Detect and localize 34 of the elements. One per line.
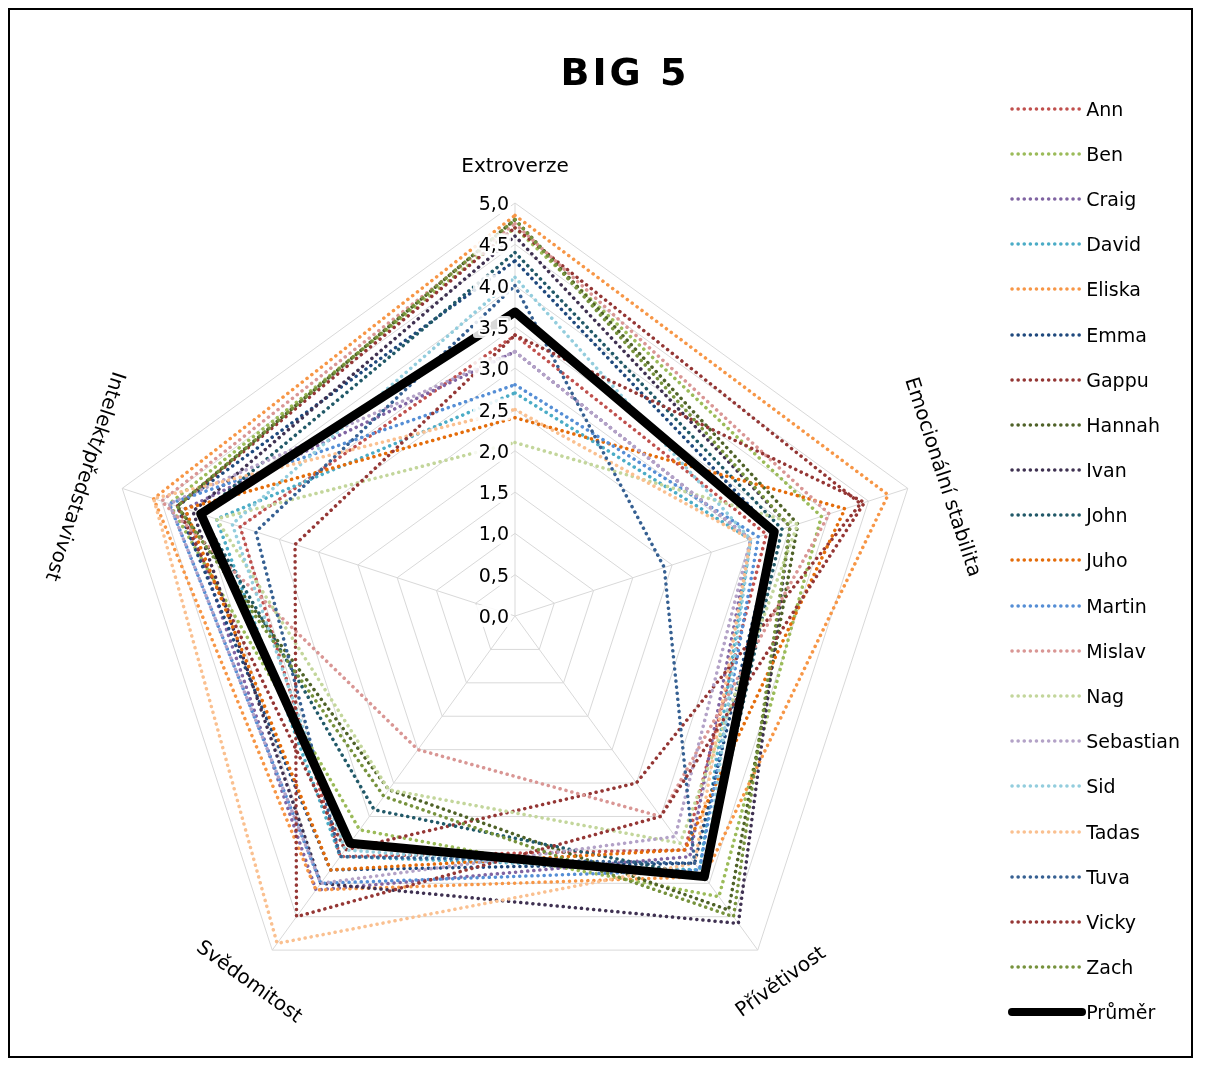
legend-label: Sid	[1086, 775, 1116, 798]
y-tick-label: 2,0	[478, 439, 509, 462]
legend-label: John	[1086, 504, 1128, 527]
y-tick-label: 0,5	[478, 563, 509, 586]
y-tick-label: 0,0	[478, 605, 509, 627]
legend-label: Tadas	[1086, 820, 1140, 843]
legend-label: Ivan	[1086, 459, 1127, 482]
legend-label: Tuva	[1086, 865, 1130, 888]
legend-label: Sebastian	[1086, 730, 1180, 753]
legend-label: Gappu	[1086, 368, 1149, 391]
spoke-label: Extroverze	[461, 153, 569, 177]
legend-label: Emma	[1086, 323, 1147, 346]
y-tick-label: 1,0	[478, 522, 509, 545]
legend-label: Hannah	[1086, 413, 1160, 436]
y-tick-label: 1,5	[478, 481, 509, 504]
y-tick-label: 5,0	[478, 192, 509, 214]
legend-label: Ann	[1086, 97, 1124, 120]
legend-label: Ben	[1086, 142, 1123, 165]
y-tick-label: 4,0	[478, 274, 509, 297]
legend-label: David	[1086, 233, 1142, 256]
legend-label: Eliska	[1086, 278, 1141, 301]
legend-label: Vicky	[1086, 910, 1137, 933]
legend-label: Nag	[1086, 685, 1125, 708]
y-tick-label: 2,5	[478, 398, 509, 421]
y-tick-label: 4,5	[478, 233, 509, 256]
legend-label: Juho	[1086, 549, 1128, 572]
y-tick-label: 3,5	[478, 315, 509, 338]
legend-label: Mislav	[1086, 639, 1146, 662]
y-tick-label: 3,0	[478, 357, 509, 380]
legend-label: Martin	[1086, 594, 1147, 617]
legend-label: Průměr	[1086, 1001, 1156, 1024]
chart-title: BIG 5	[559, 50, 691, 94]
legend-label: Zach	[1086, 956, 1134, 979]
legend-label: Craig	[1086, 187, 1137, 210]
